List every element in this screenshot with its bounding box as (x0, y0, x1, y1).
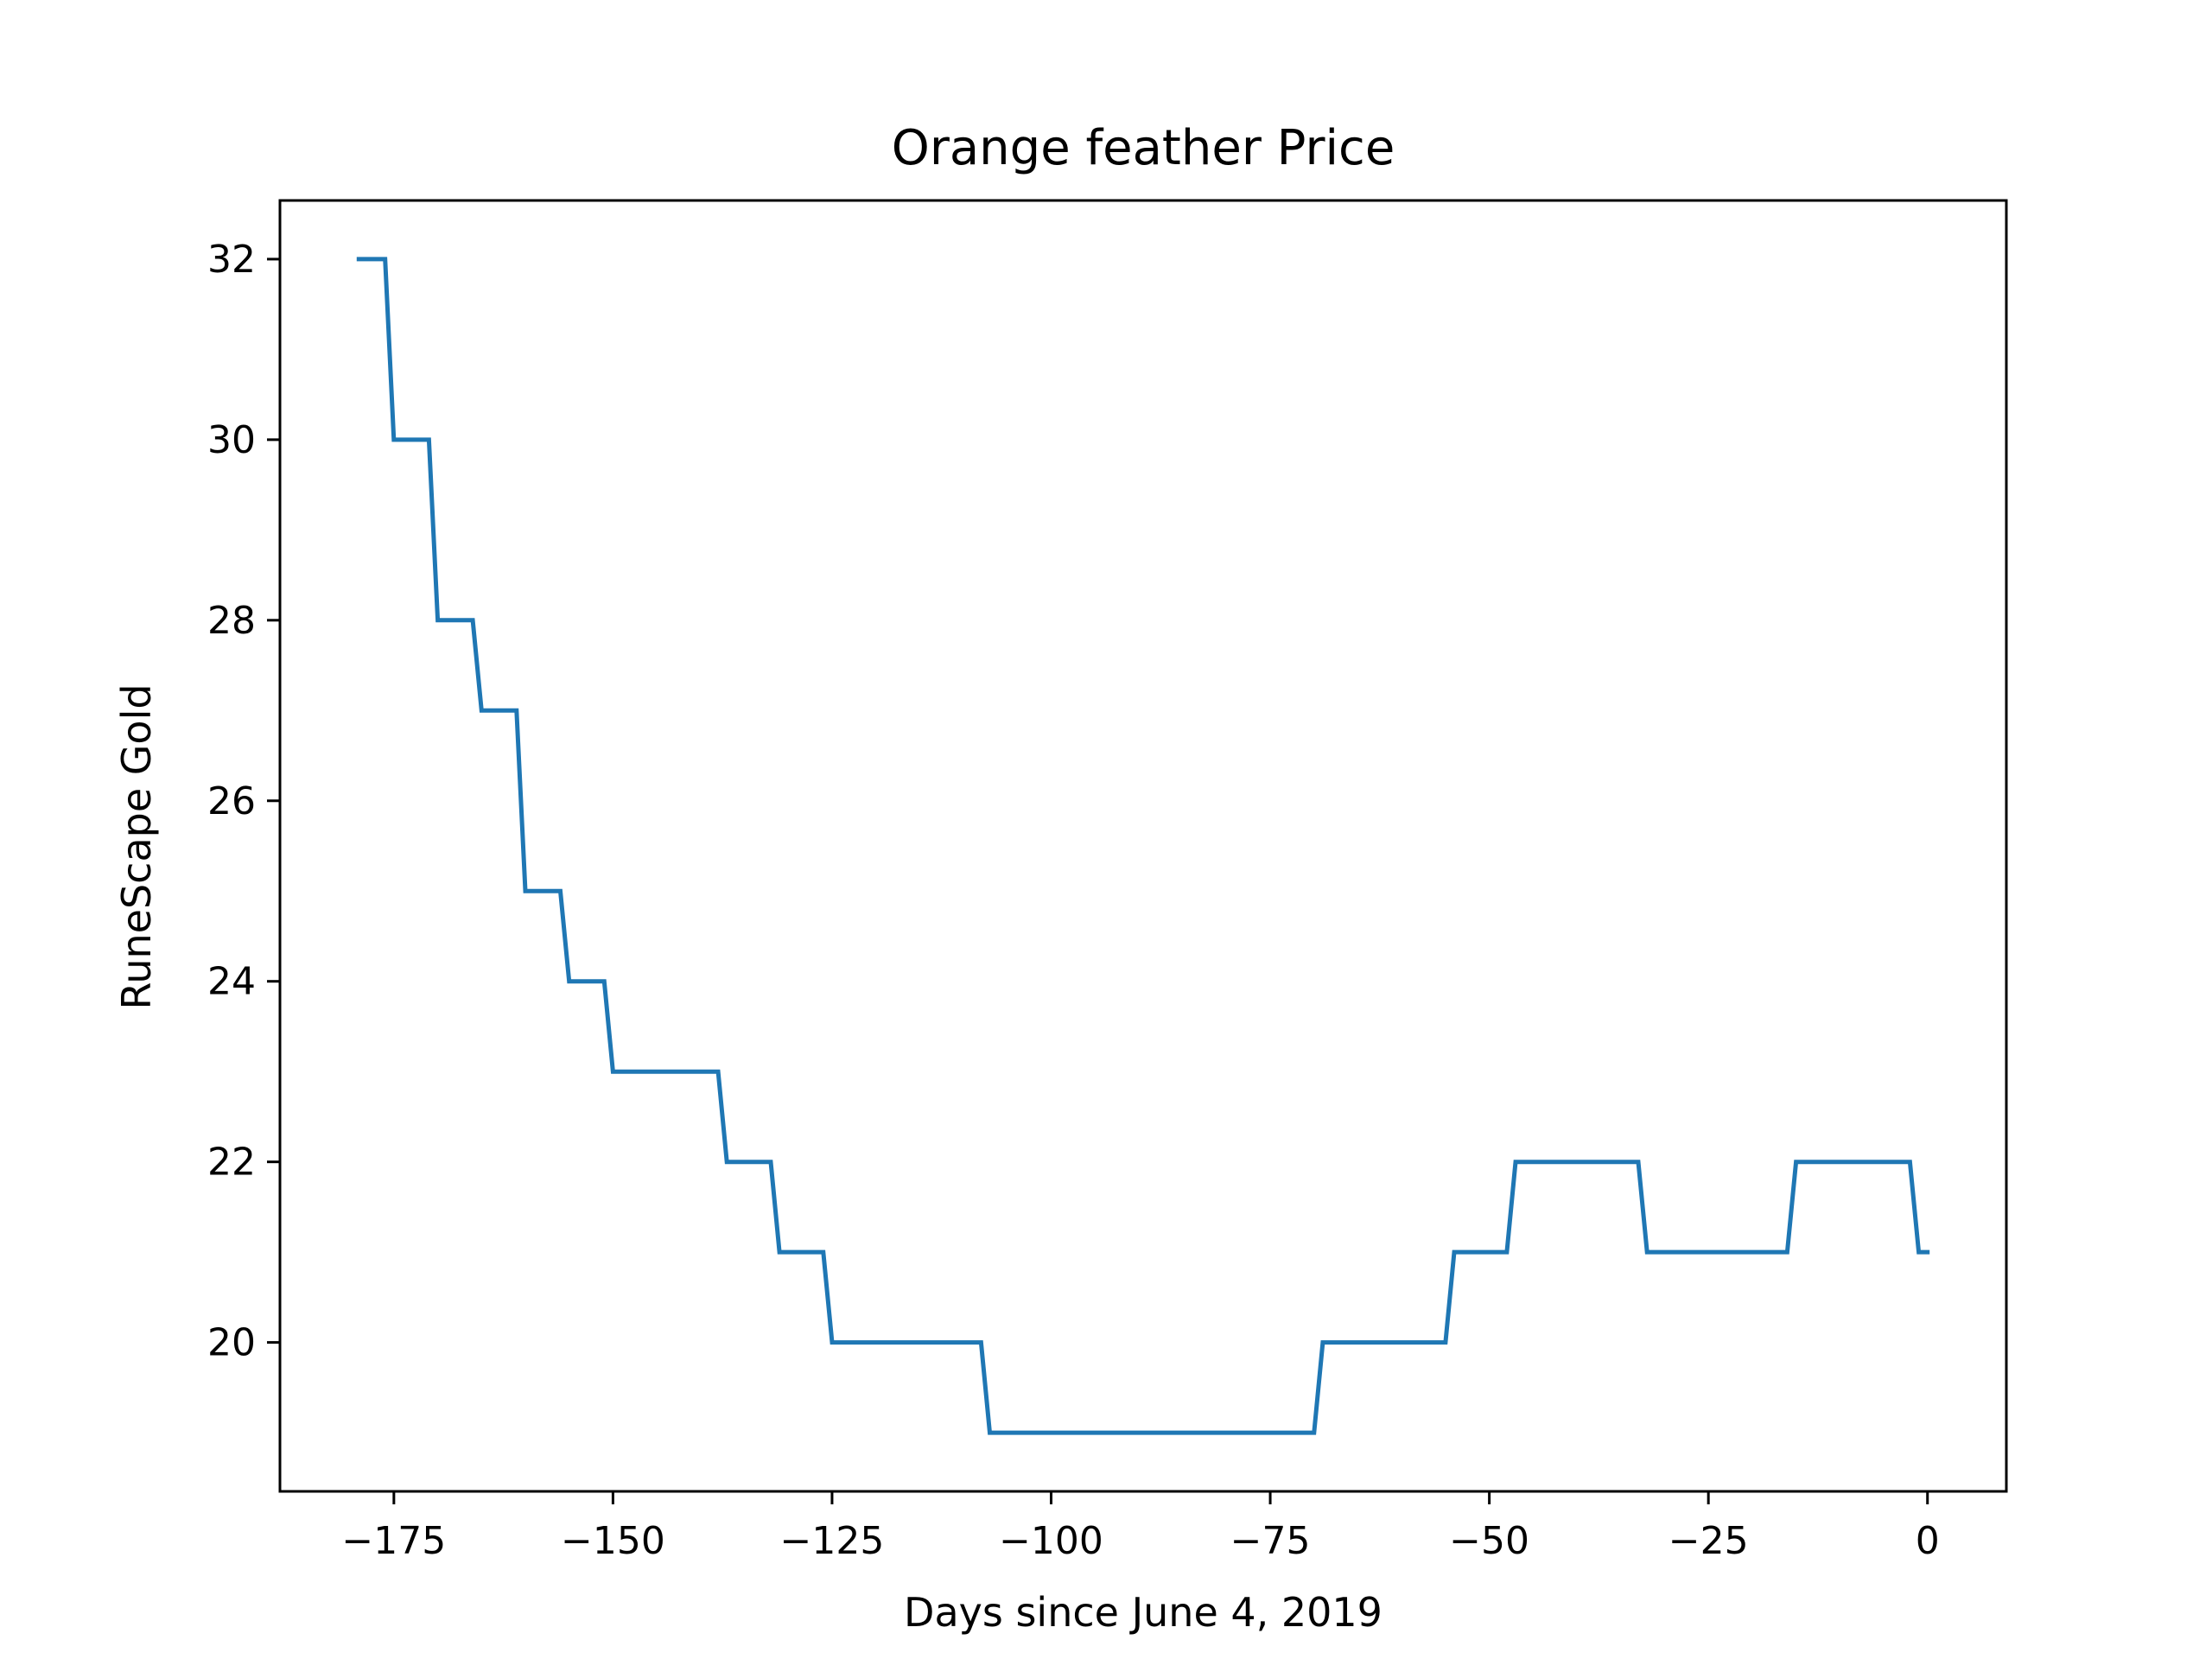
series-line-0 (356, 257, 1930, 1435)
x-tick-label: −75 (1230, 1519, 1311, 1563)
y-tick-label: 26 (207, 779, 256, 823)
x-tick-label: −100 (999, 1519, 1103, 1563)
x-tick-label: −50 (1449, 1519, 1529, 1563)
y-tick-label: 32 (207, 238, 256, 282)
y-tick-label: 22 (207, 1141, 256, 1185)
chart-title: Orange feather Price (892, 120, 1395, 176)
y-axis-ticks: 20 22 24 26 28 30 32 (207, 238, 280, 1365)
x-tick-label: −175 (341, 1519, 446, 1563)
y-tick-label: 30 (207, 418, 256, 462)
x-tick-label: −150 (561, 1519, 665, 1563)
y-tick-label: 24 (207, 960, 256, 1004)
x-tick-label: −125 (780, 1519, 885, 1563)
x-tick-label: −25 (1669, 1519, 1749, 1563)
plot-area (278, 199, 2008, 1493)
y-axis-label: RuneScape Gold (113, 683, 160, 1009)
x-axis-label: Days since June 4, 2019 (904, 1589, 1382, 1636)
x-tick-label: 0 (1916, 1519, 1940, 1563)
y-tick-label: 28 (207, 599, 256, 643)
axes-frame (278, 199, 2008, 1493)
x-axis-ticks: −175 −150 −125 −100 −75 −50 −25 0 (341, 1491, 1940, 1563)
y-tick-label: 20 (207, 1321, 256, 1365)
